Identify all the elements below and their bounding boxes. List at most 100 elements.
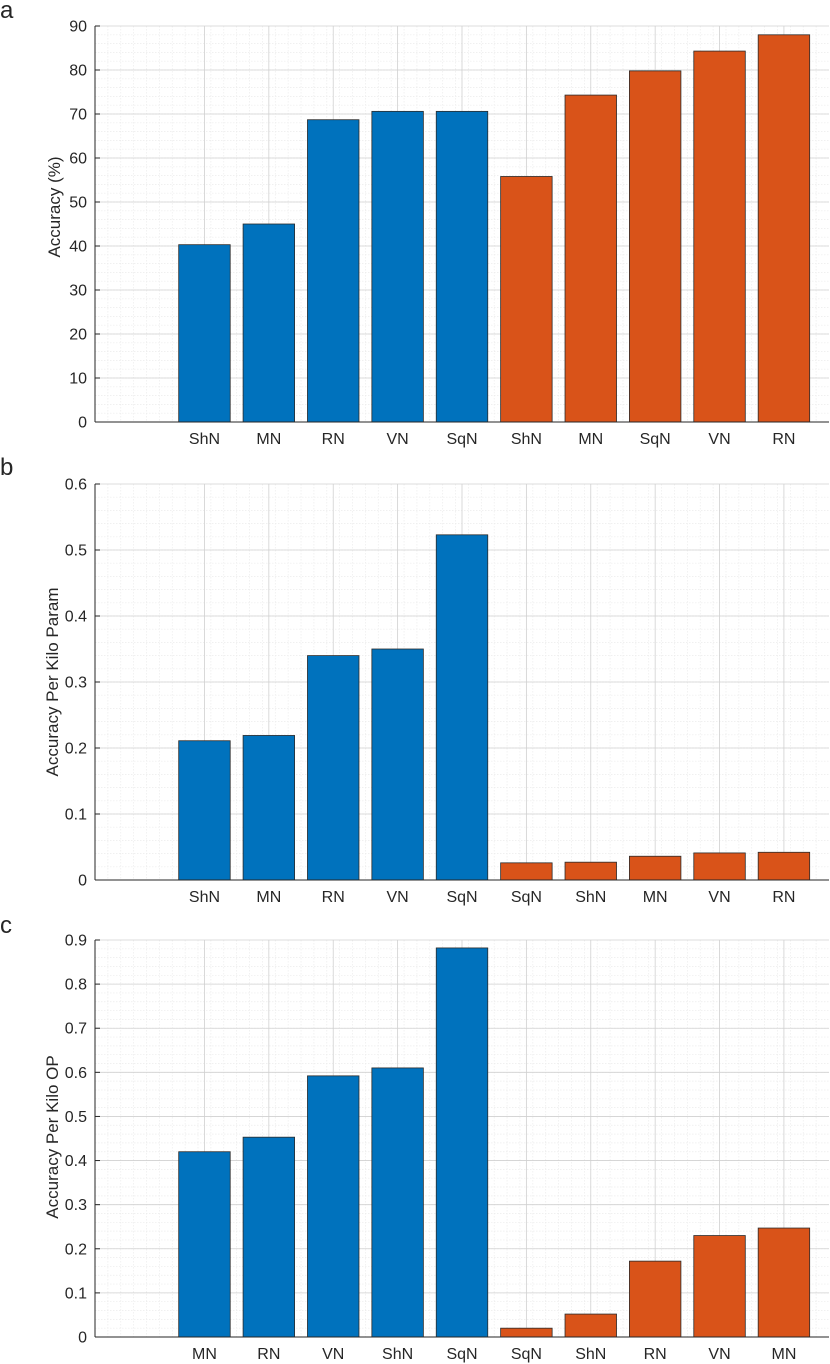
y-tick-label-a: 70 (69, 107, 87, 124)
y-tick-label-b: 0.2 (65, 741, 87, 758)
y-tick-label-a: 20 (69, 327, 87, 344)
x-tick-label-c: MN (192, 1346, 217, 1363)
x-tick-label-b: RN (322, 889, 345, 906)
y-tick-label-a: 60 (69, 151, 87, 168)
x-tick-label-b: SqN (446, 889, 477, 906)
plot-area-c: 0 0.1 0.2 0.3 0.4 0.5 0.6 0.7 0.8 0.9 MN RN VN ShN SqN… (65, 933, 829, 1363)
x-tick-label-c: SqN (511, 1346, 542, 1363)
x-tick-label-b: VN (386, 889, 408, 906)
y-tick-label-b: 0.3 (65, 675, 87, 692)
x-tick-label-a: MN (256, 431, 281, 448)
y-tick-label-c: 0.6 (65, 1065, 87, 1082)
x-tick-label-a: ShN (189, 431, 220, 448)
y-axis-label-c: Accuracy Per Kilo OP (43, 1055, 62, 1218)
y-tick-label-a: 30 (69, 283, 87, 300)
bar-b-10 (757, 851, 811, 881)
panel-a: a Accuracy (%) 0 10 20 30 40 50 60 70 80 90 ShN MN R… (0, 0, 829, 448)
bar-a-9 (693, 50, 746, 423)
y-tick-label-c: 0.4 (65, 1153, 87, 1170)
bar-c-2 (242, 1136, 295, 1338)
bar-c-10 (757, 1227, 811, 1338)
y-axis-label-a: Accuracy (%) (45, 156, 64, 257)
bar-c-5 (435, 947, 489, 1338)
bar-c-6 (500, 1327, 553, 1338)
bar-c-1 (178, 1151, 231, 1338)
bar-c-4 (371, 1067, 424, 1338)
y-tick-label-a: 10 (69, 371, 87, 388)
x-tick-label-b: SqN (511, 889, 542, 906)
y-tick-label-a: 50 (69, 195, 87, 212)
y-tick-label-c: 0.3 (65, 1197, 87, 1214)
y-tick-label-b: 0.4 (65, 609, 87, 626)
y-tick-label-c: 0.2 (65, 1241, 87, 1258)
bar-c-9 (693, 1235, 746, 1338)
x-tick-label-c: RN (257, 1346, 280, 1363)
bar-a-8 (629, 70, 682, 423)
x-tick-label-c: VN (322, 1346, 344, 1363)
bar-c-3 (307, 1075, 360, 1338)
bar-a-2 (242, 223, 295, 423)
panel-c: c Accuracy Per Kilo OP 00.10.20.30.40.50… (0, 912, 829, 1363)
plot-area-b: 0 0.1 0.2 0.3 0.4 0.5 0.6 ShN MN RN VN SqN SqN ShN MN V… (65, 477, 829, 906)
x-tick-label-b: RN (772, 889, 795, 906)
y-tick-label-a: 80 (69, 63, 87, 80)
bar-a-1 (178, 244, 231, 423)
bar-b-9 (693, 852, 746, 881)
bar-c-8 (629, 1260, 682, 1338)
plot-area-a: 0 10 20 30 40 50 60 70 80 90 ShN MN RN VN SqN ShN MN SqN V… (69, 19, 829, 448)
bar-b-4 (371, 648, 424, 881)
bar-b-2 (242, 735, 295, 881)
panel-b: b Accuracy Per Kilo Param 00.10.20.30.40… (0, 454, 829, 906)
y-tick-label-c: 0 (78, 1330, 87, 1347)
x-tick-label-c: ShN (575, 1346, 606, 1363)
x-tick-label-c: VN (708, 1346, 730, 1363)
panel-label-b: b (0, 454, 13, 481)
y-tick-label-c: 0.9 (65, 933, 87, 950)
panel-label-c: c (0, 912, 12, 939)
x-tick-label-b: VN (708, 889, 730, 906)
x-tick-label-a: MN (578, 431, 603, 448)
x-tick-label-c: RN (644, 1346, 667, 1363)
bar-b-3 (307, 655, 360, 881)
y-tick-label-c: 0.7 (65, 1021, 87, 1038)
y-tick-label-c: 0.8 (65, 977, 87, 994)
x-tick-label-b: ShN (189, 889, 220, 906)
y-tick-label-a: 0 (78, 415, 87, 432)
x-tick-label-a: SqN (640, 431, 671, 448)
bar-a-5 (435, 110, 489, 423)
x-tick-label-a: SqN (446, 431, 477, 448)
bar-c-7 (564, 1313, 617, 1338)
x-tick-label-c: MN (771, 1346, 796, 1363)
bar-a-3 (307, 119, 360, 423)
x-tick-label-a: RN (322, 431, 345, 448)
y-tick-label-a: 40 (69, 239, 87, 256)
x-tick-label-a: VN (386, 431, 408, 448)
y-tick-label-a: 90 (69, 19, 87, 36)
panel-label-a: a (0, 0, 14, 24)
x-tick-label-a: RN (772, 431, 795, 448)
x-tick-label-a: ShN (511, 431, 542, 448)
bar-a-4 (371, 110, 424, 423)
y-tick-label-c: 0.5 (65, 1109, 87, 1126)
x-tick-label-b: MN (256, 889, 281, 906)
y-axis-label-b: Accuracy Per Kilo Param (43, 588, 62, 777)
bar-b-5 (435, 534, 489, 881)
x-tick-label-c: ShN (382, 1346, 413, 1363)
y-tick-label-b: 0.1 (65, 807, 87, 824)
bar-a-6 (500, 176, 553, 423)
y-tick-label-b: 0.5 (65, 543, 87, 560)
bar-b-6 (500, 862, 553, 881)
y-tick-label-b: 0 (78, 873, 87, 890)
y-tick-label-b: 0.6 (65, 477, 87, 494)
y-tick-label-c: 0.1 (65, 1285, 87, 1302)
bar-a-10 (757, 34, 811, 423)
x-tick-label-a: VN (708, 431, 730, 448)
x-tick-label-c: SqN (446, 1346, 477, 1363)
bar-a-7 (564, 94, 617, 423)
bar-b-1 (178, 740, 231, 881)
x-tick-label-b: ShN (575, 889, 606, 906)
x-tick-label-b: MN (643, 889, 668, 906)
bar-b-7 (564, 861, 617, 881)
bar-b-8 (629, 855, 682, 881)
